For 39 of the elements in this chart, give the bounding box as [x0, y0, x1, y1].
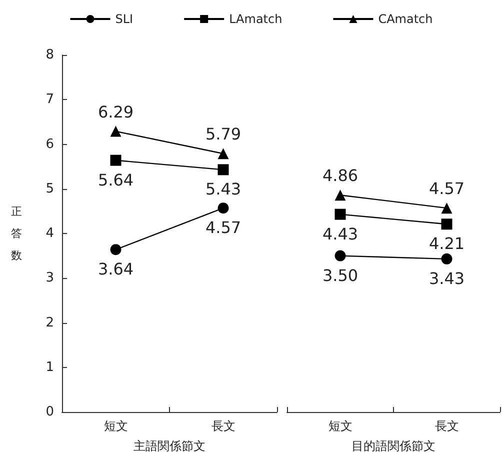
y-tick-label: 0: [46, 404, 54, 420]
point: [441, 253, 452, 264]
legend-label: SLI: [115, 12, 134, 26]
y-tick-label: 7: [46, 92, 54, 108]
data-label: 4.57: [205, 218, 242, 238]
data-label: 4.57: [428, 179, 465, 198]
point: [110, 244, 122, 256]
x-tick-label: 長文: [211, 419, 236, 433]
data-label: 5.43: [205, 180, 242, 199]
data-label: 3.50: [322, 266, 358, 285]
point: [334, 250, 346, 262]
point: [218, 202, 229, 214]
x-axis-title: 主語関係節文: [134, 439, 206, 453]
point: [218, 164, 229, 176]
x-tick-label: 短文: [104, 419, 128, 433]
legend-label: LAmatch: [229, 12, 282, 26]
data-label: 4.86: [322, 166, 358, 186]
point: [441, 218, 452, 230]
point: [110, 154, 122, 166]
x-tick-label: 長文: [434, 419, 459, 433]
data-label: 6.29: [98, 102, 134, 122]
data-label: 5.64: [98, 170, 134, 190]
x-axis-title: 目的語関係節文: [352, 439, 436, 453]
y-tick-label: 2: [46, 315, 54, 330]
data-label: 3.43: [428, 268, 465, 288]
y-tick-label: 3: [46, 270, 54, 286]
legend-label: CAmatch: [378, 12, 433, 26]
data-label: 4.43: [322, 224, 358, 244]
x-tick-label: 短文: [328, 419, 352, 433]
data-label: 4.21: [428, 234, 465, 254]
y-tick-label: 5: [46, 181, 54, 196]
y-axis-title: 正答数: [11, 205, 22, 262]
y-tick-label: 4: [46, 226, 54, 241]
point: [334, 208, 346, 220]
y-tick-label: 8: [46, 48, 54, 62]
y-tick-label: 1: [46, 360, 54, 375]
data-label: 5.79: [205, 124, 242, 144]
y-tick-label: 6: [46, 136, 54, 152]
data-label: 3.64: [98, 260, 134, 279]
